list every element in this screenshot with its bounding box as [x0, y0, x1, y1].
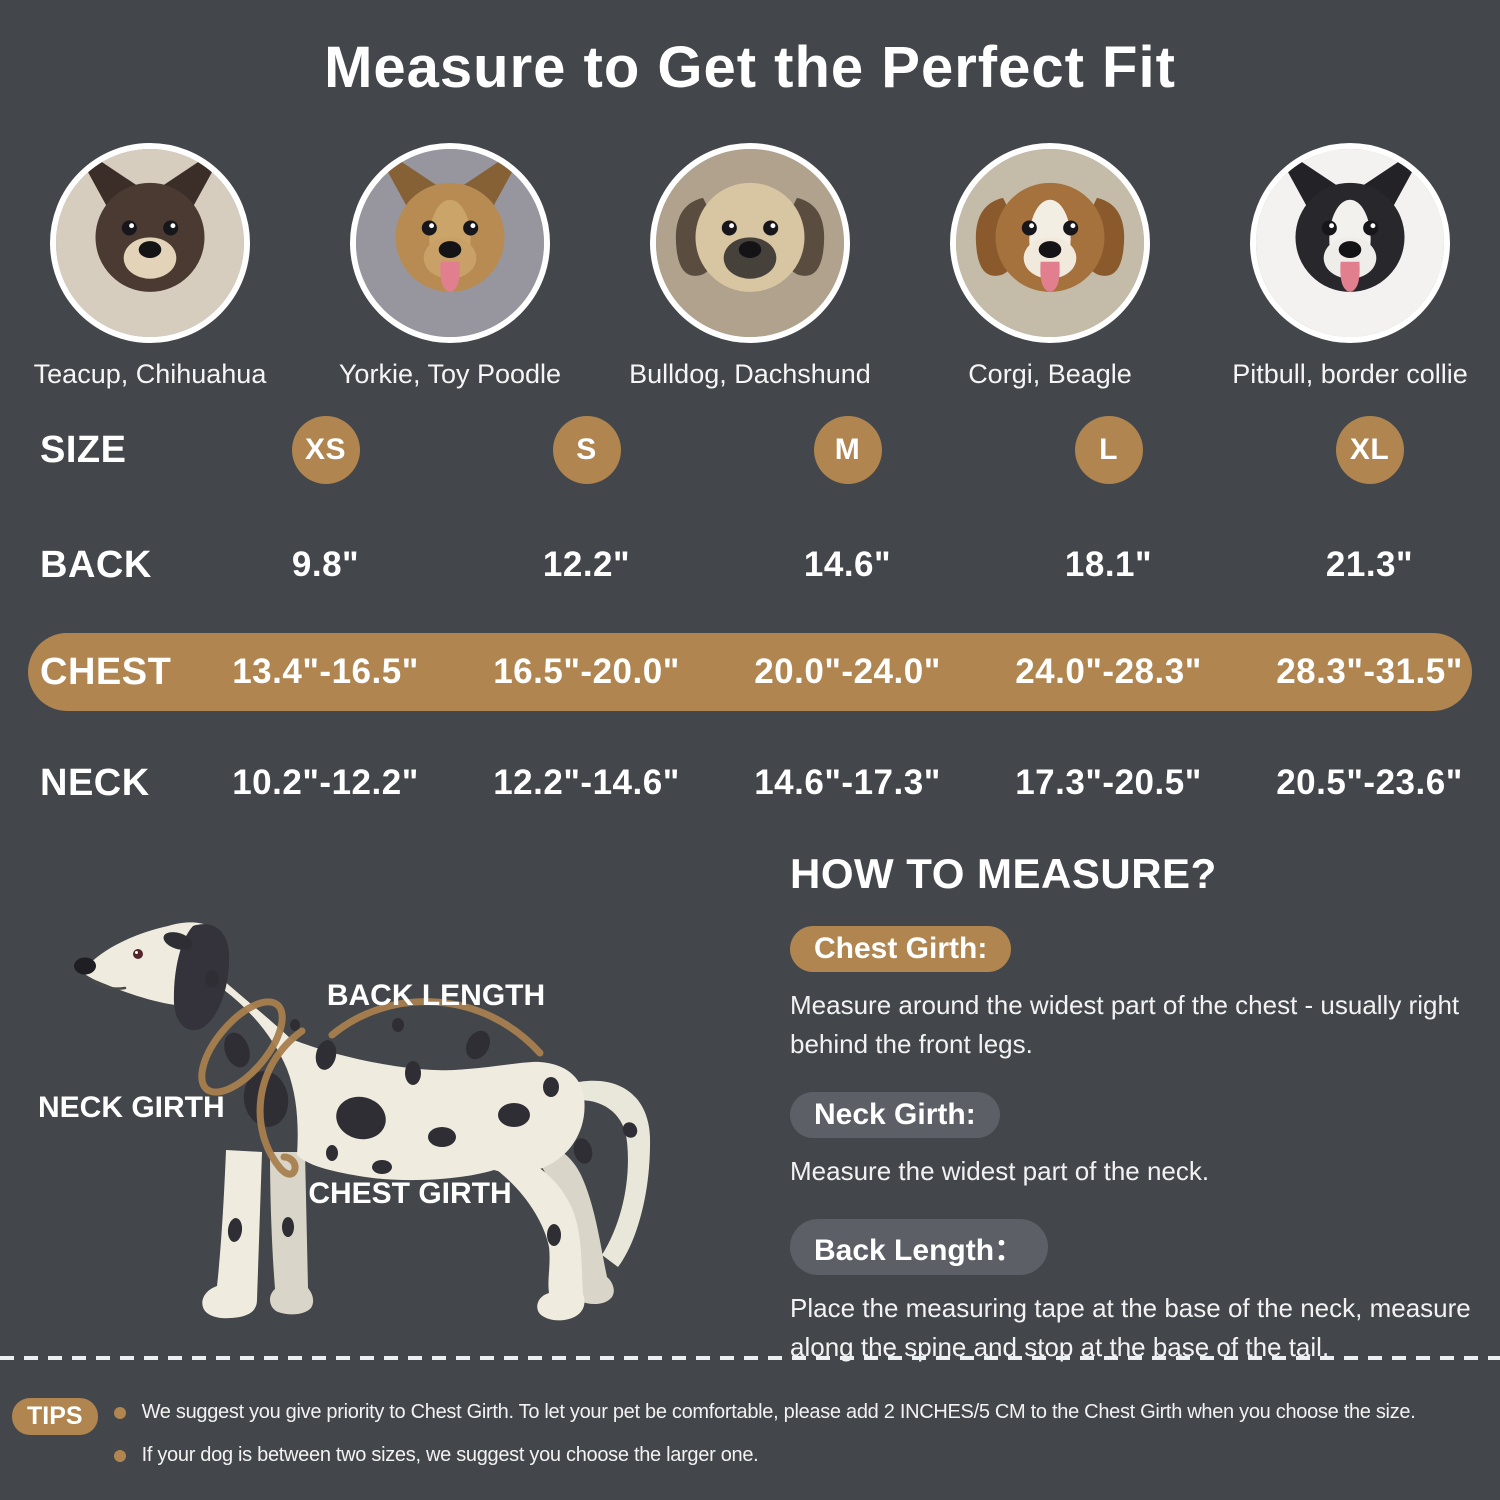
tip-text: If your dog is between two sizes, we sug…	[141, 1444, 759, 1466]
breed-photo-row: Teacup, Chihuahua Yorkie, Toy Poodle	[0, 143, 1500, 390]
chest-girth-line	[256, 1027, 306, 1178]
chest-row-label: CHEST	[40, 650, 172, 693]
tip-item: We suggest you give priority to Chest Gi…	[113, 1401, 1416, 1424]
tip-item: If your dog is between two sizes, we sug…	[113, 1444, 1416, 1467]
breed-column-chihuahua: Teacup, Chihuahua	[0, 143, 300, 390]
neck-girth-label: NECK GIRTH	[38, 1091, 225, 1124]
dog-photo-pug	[650, 143, 850, 343]
back-row-label: BACK	[40, 543, 152, 586]
chest-value-xl: 28.3"-31.5"	[1276, 652, 1463, 691]
size-badge-s: S	[552, 416, 621, 484]
size-row: SIZE XS S M L XL	[0, 415, 1500, 485]
neck-value-m: 14.6"-17.3"	[754, 763, 941, 802]
breed-column-collie: Pitbull, border collie	[1200, 143, 1500, 390]
tips-section: TIPS We suggest you give priority to Che…	[12, 1398, 1494, 1467]
dog-photo-chihuahua	[50, 143, 250, 343]
back-value-m: 14.6"	[803, 545, 892, 584]
size-badge-xl: XL	[1335, 416, 1404, 484]
dog-face-illustration	[956, 149, 1144, 337]
neck-value-xs: 10.2"-12.2"	[232, 763, 419, 802]
tip-text: We suggest you give priority to Chest Gi…	[141, 1401, 1416, 1423]
breed-label: Teacup, Chihuahua	[33, 359, 267, 389]
breed-column-beagle: Corgi, Beagle	[900, 143, 1200, 390]
neck-value-l: 17.3"-20.5"	[1015, 763, 1202, 802]
how-to-measure-section: HOW TO MEASURE? Chest Girth: Measure aro…	[790, 850, 1490, 1367]
breed-label: Yorkie, Toy Poodle	[338, 359, 562, 389]
dog-face-illustration	[356, 149, 544, 337]
chest-row-highlight	[28, 633, 1472, 711]
tips-list: We suggest you give priority to Chest Gi…	[113, 1398, 1416, 1467]
dashed-divider	[0, 1356, 1500, 1360]
neck-value-s: 12.2"-14.6"	[493, 763, 680, 802]
back-value-xs: 9.8"	[291, 545, 360, 584]
back-row: BACK 9.8" 12.2" 14.6" 18.1" 21.3"	[0, 540, 1500, 590]
chest-girth-label: CHEST GIRTH	[308, 1177, 512, 1210]
back-length-line	[328, 998, 544, 1057]
neck-girth-line	[198, 998, 286, 1096]
dog-photo-collie	[1250, 143, 1450, 343]
dog-face-illustration	[656, 149, 844, 337]
back-value-l: 18.1"	[1064, 545, 1153, 584]
page-title: Measure to Get the Perfect Fit	[324, 35, 1176, 100]
measurement-diagram: BACK LENGTH NECK GIRTH CHEST GIRTH	[30, 905, 730, 1337]
back-value-xl: 21.3"	[1325, 545, 1414, 584]
back-length-instructions: Back Length： Place the measuring tape at…	[790, 1219, 1490, 1367]
chest-row: CHEST 13.4"-16.5" 16.5"-20.0" 20.0"-24.0…	[0, 633, 1500, 711]
back-length-label: BACK LENGTH	[326, 979, 546, 1012]
how-to-measure-heading: HOW TO MEASURE?	[790, 850, 1217, 897]
bullet-icon	[113, 1406, 126, 1419]
breed-column-bulldog: Bulldog, Dachshund	[600, 143, 900, 390]
breed-label: Bulldog, Dachshund	[629, 359, 871, 389]
dog-face-illustration	[56, 149, 244, 337]
tips-badge: TIPS	[12, 1398, 98, 1435]
breed-column-yorkie: Yorkie, Toy Poodle	[300, 143, 600, 390]
chest-value-m: 20.0"-24.0"	[754, 652, 941, 691]
chest-girth-badge: Chest Girth:	[790, 926, 1012, 972]
chest-value-l: 24.0"-28.3"	[1015, 652, 1202, 691]
neck-row: NECK 10.2"-12.2" 12.2"-14.6" 14.6"-17.3"…	[0, 758, 1500, 808]
neck-value-xl: 20.5"-23.6"	[1276, 763, 1463, 802]
chest-value-s: 16.5"-20.0"	[493, 652, 680, 691]
dalmatian-illustration	[74, 922, 651, 1321]
breed-label: Corgi, Beagle	[968, 359, 1132, 389]
neck-row-label: NECK	[40, 761, 150, 804]
size-badge-m: M	[813, 416, 882, 484]
neck-girth-instructions: Neck Girth: Measure the widest part of t…	[790, 1092, 1490, 1191]
neck-girth-text: Measure the widest part of the neck.	[790, 1156, 1210, 1186]
back-length-badge: Back Length：	[790, 1219, 1049, 1275]
dog-photo-yorkie	[350, 143, 550, 343]
back-value-s: 12.2"	[542, 545, 631, 584]
bullet-icon	[113, 1449, 126, 1462]
chest-value-xs: 13.4"-16.5"	[232, 652, 419, 691]
neck-girth-badge: Neck Girth:	[790, 1092, 1000, 1138]
chest-girth-text: Measure around the widest part of the ch…	[790, 990, 1460, 1059]
size-row-label: SIZE	[40, 428, 127, 471]
size-badge-l: L	[1074, 416, 1143, 484]
dog-face-illustration	[1256, 149, 1444, 337]
dog-photo-beagle	[950, 143, 1150, 343]
breed-label: Pitbull, border collie	[1232, 359, 1468, 389]
size-badge-xs: XS	[291, 416, 360, 484]
chest-girth-instructions: Chest Girth: Measure around the widest p…	[790, 926, 1490, 1064]
